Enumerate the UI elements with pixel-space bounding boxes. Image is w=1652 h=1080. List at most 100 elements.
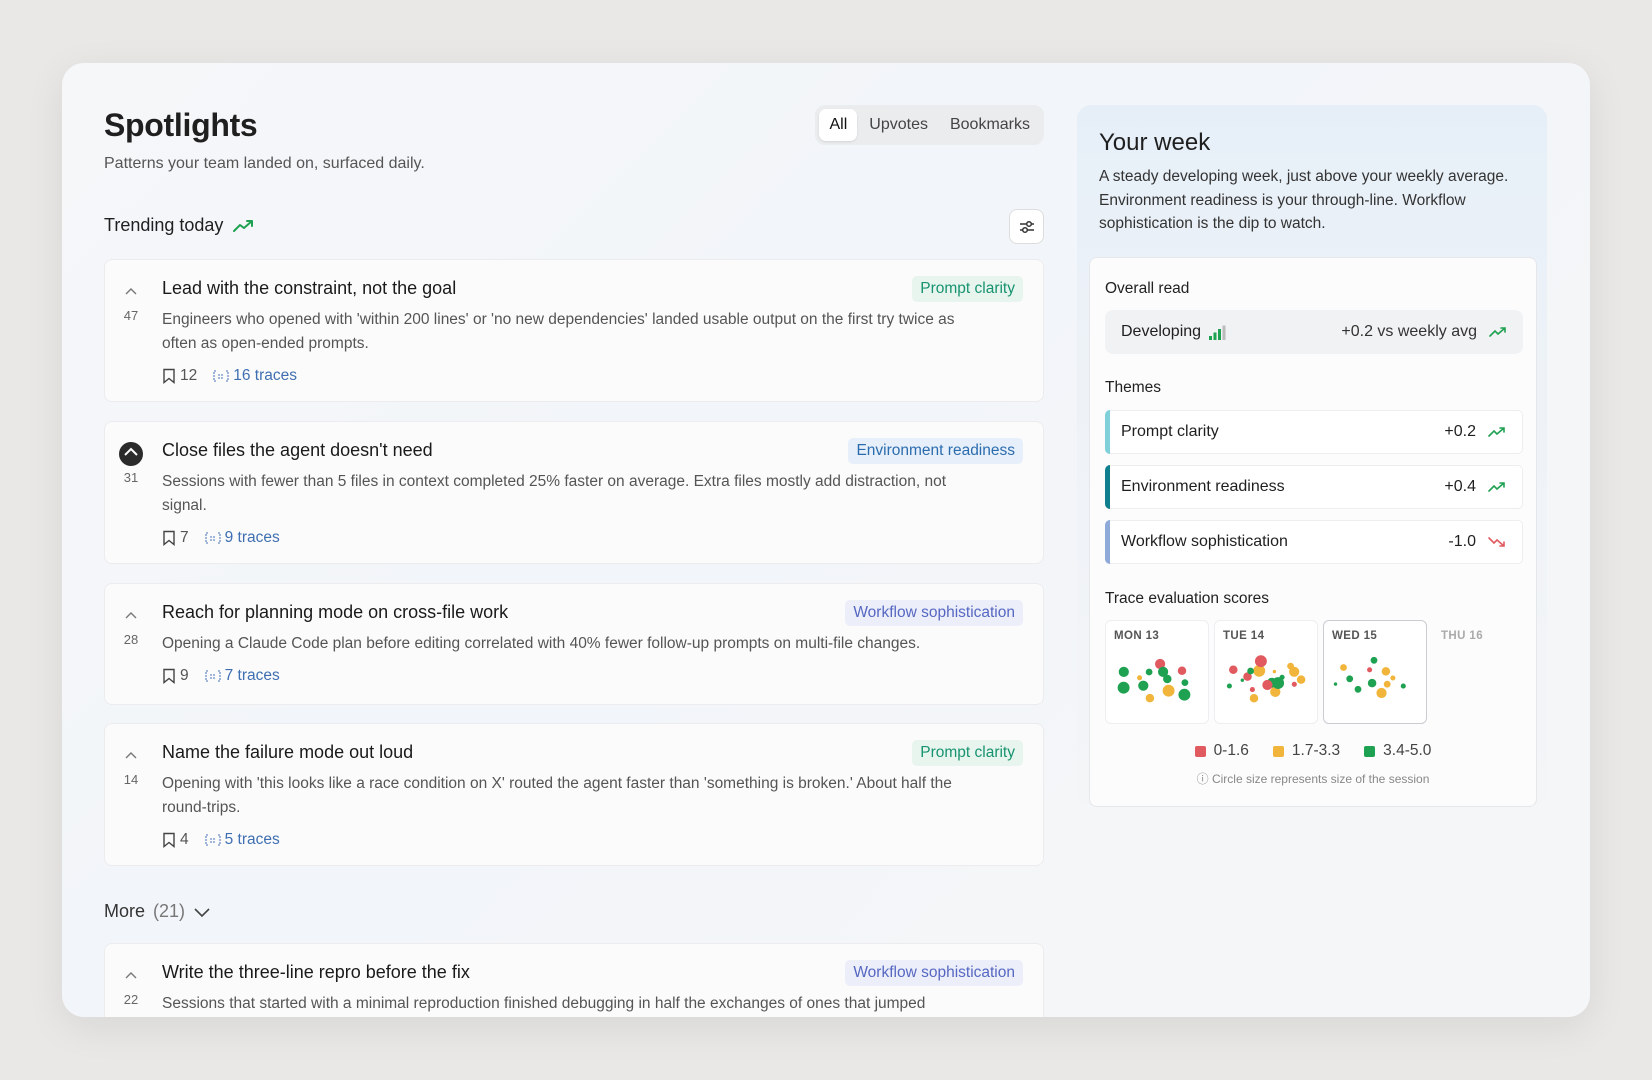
chevron-down-icon — [194, 907, 210, 917]
session-dot[interactable] — [1249, 687, 1255, 693]
upvote-button[interactable] — [119, 280, 143, 304]
session-dot[interactable] — [1262, 679, 1273, 691]
session-dot[interactable] — [1243, 672, 1252, 681]
session-dot[interactable] — [1226, 683, 1232, 689]
overall-read: Developing +0.2 vs weekly avg — [1105, 310, 1523, 354]
your-week-panel: Your week A steady developing week, just… — [1077, 105, 1547, 807]
spotlight-card[interactable]: 22 Write the three-line repro before the… — [104, 943, 1044, 1017]
spotlight-card[interactable]: 31 Close files the agent doesn't need En… — [104, 421, 1044, 564]
filter-settings-button[interactable] — [1009, 209, 1044, 244]
card-title[interactable]: Write the three-line repro before the fi… — [162, 962, 470, 982]
theme-row-workflow-sophistication[interactable]: Workflow sophistication -1.0 — [1105, 520, 1523, 564]
traces-link[interactable]: 5 traces — [204, 831, 280, 849]
bookmark-button[interactable]: 4 — [162, 831, 189, 849]
upvote-control: 22 — [117, 964, 145, 1007]
session-dot[interactable] — [1247, 667, 1254, 675]
session-dot[interactable] — [1229, 665, 1238, 674]
spotlight-card[interactable]: 47 Lead with the constraint, not the goa… — [104, 259, 1044, 402]
more-toggle[interactable]: More (21) — [104, 901, 211, 922]
spotlight-card[interactable]: 14 Name the failure mode out loud Prompt… — [104, 723, 1044, 866]
session-dot[interactable] — [1381, 667, 1391, 676]
session-dot[interactable] — [1367, 678, 1377, 688]
session-dot[interactable] — [1177, 666, 1187, 676]
level-text: Developing — [1121, 323, 1202, 340]
day-tue-14[interactable]: TUE 14 — [1214, 620, 1318, 724]
card-title[interactable]: Lead with the constraint, not the goal — [162, 278, 457, 298]
session-dot[interactable] — [1333, 682, 1338, 686]
session-dot[interactable] — [1272, 677, 1285, 690]
session-dot[interactable] — [1249, 693, 1259, 703]
traces-link[interactable]: 7 traces — [204, 667, 280, 685]
session-dot[interactable] — [1383, 680, 1391, 688]
theme-badge-workflow-sophistication[interactable]: Workflow sophistication — [845, 600, 1023, 626]
session-dot[interactable] — [1118, 666, 1129, 677]
tab-bookmarks[interactable]: Bookmarks — [949, 116, 1030, 133]
day-mon-13[interactable]: MON 13 — [1105, 620, 1209, 724]
card-title[interactable]: Close files the agent doesn't need — [162, 440, 433, 460]
session-dot[interactable] — [1137, 675, 1143, 681]
session-dot[interactable] — [1296, 675, 1306, 684]
spotlight-card[interactable]: 28 Reach for planning mode on cross-file… — [104, 583, 1044, 705]
traces-link[interactable]: 16 traces — [213, 367, 297, 385]
session-dot[interactable] — [1346, 675, 1354, 683]
session-dot[interactable] — [1400, 683, 1406, 689]
session-dot[interactable] — [1272, 669, 1277, 674]
card-description: Opening with 'this looks like a race con… — [162, 775, 952, 816]
bookmark-button[interactable]: 12 — [162, 367, 197, 385]
card-title[interactable]: Name the failure mode out loud — [162, 742, 414, 762]
theme-badge-workflow-sophistication[interactable]: Workflow sophistication — [845, 960, 1023, 986]
bookmark-icon — [163, 832, 175, 848]
day-wed-15[interactable]: WED 15 — [1323, 620, 1427, 724]
session-dot[interactable] — [1117, 681, 1130, 694]
session-dot[interactable] — [1240, 678, 1244, 682]
session-dot[interactable] — [1354, 685, 1362, 693]
session-dot[interactable] — [1163, 674, 1172, 684]
session-dot[interactable] — [1145, 693, 1155, 703]
session-dot[interactable] — [1158, 666, 1169, 677]
session-dot[interactable] — [1254, 655, 1267, 668]
upvote-button[interactable] — [119, 442, 143, 466]
session-dot[interactable] — [1376, 687, 1387, 699]
bookmark-button[interactable]: 9 — [162, 667, 189, 685]
upvote-control: 28 — [117, 604, 145, 647]
upvote-button[interactable] — [119, 744, 143, 768]
session-dot[interactable] — [1145, 668, 1153, 676]
session-dot[interactable] — [1390, 675, 1396, 681]
session-dot[interactable] — [1162, 684, 1175, 697]
card-description: Sessions that started with a minimal rep… — [162, 995, 926, 1012]
session-dot[interactable] — [1270, 686, 1281, 697]
bookmark-button[interactable]: 7 — [162, 529, 189, 547]
session-dot[interactable] — [1287, 662, 1294, 670]
theme-badge-environment-readiness[interactable]: Environment readiness — [848, 438, 1023, 464]
theme-row-environment-readiness[interactable]: Environment readiness +0.4 — [1105, 465, 1523, 509]
session-dot[interactable] — [1291, 681, 1297, 687]
chevron-up-icon — [124, 447, 138, 456]
session-dot[interactable] — [1181, 679, 1189, 686]
theme-badge-prompt-clarity[interactable]: Prompt clarity — [912, 740, 1023, 766]
theme-name: Environment readiness — [1121, 478, 1285, 495]
upvote-button[interactable] — [119, 604, 143, 628]
theme-delta: +0.4 — [1444, 478, 1476, 495]
session-dot[interactable] — [1155, 658, 1166, 670]
tab-all[interactable]: All — [819, 109, 858, 141]
card-description: Engineers who opened with 'within 200 li… — [162, 311, 955, 352]
session-dot[interactable] — [1178, 688, 1191, 701]
sliders-icon — [1019, 220, 1034, 233]
scores-label: Trace evaluation scores — [1105, 590, 1269, 607]
theme-badge-prompt-clarity[interactable]: Prompt clarity — [912, 276, 1023, 302]
session-dot[interactable] — [1367, 667, 1373, 673]
upvote-count: 22 — [123, 992, 139, 1007]
card-title[interactable]: Reach for planning mode on cross-file wo… — [162, 602, 509, 622]
session-dot[interactable] — [1253, 664, 1266, 677]
traces-link[interactable]: 9 traces — [204, 529, 280, 547]
tab-upvotes[interactable]: Upvotes — [869, 116, 928, 133]
upvote-button[interactable] — [119, 964, 143, 988]
bubble-plot — [1333, 656, 1406, 699]
upvote-control: 47 — [117, 280, 145, 323]
session-dot[interactable] — [1340, 664, 1347, 671]
day-label: WED 15 — [1332, 630, 1378, 642]
theme-row-prompt-clarity[interactable]: Prompt clarity +0.2 — [1105, 410, 1523, 454]
session-dot[interactable] — [1138, 680, 1149, 691]
upvote-count: 47 — [123, 308, 139, 323]
session-dot[interactable] — [1370, 656, 1378, 664]
